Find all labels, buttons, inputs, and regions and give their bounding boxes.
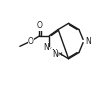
Text: N: N: [43, 43, 49, 52]
Text: N: N: [51, 49, 57, 58]
Text: H: H: [58, 52, 63, 57]
Text: N: N: [52, 50, 58, 59]
Text: N: N: [85, 37, 91, 45]
Text: O: O: [37, 22, 43, 30]
Text: O: O: [28, 37, 34, 45]
